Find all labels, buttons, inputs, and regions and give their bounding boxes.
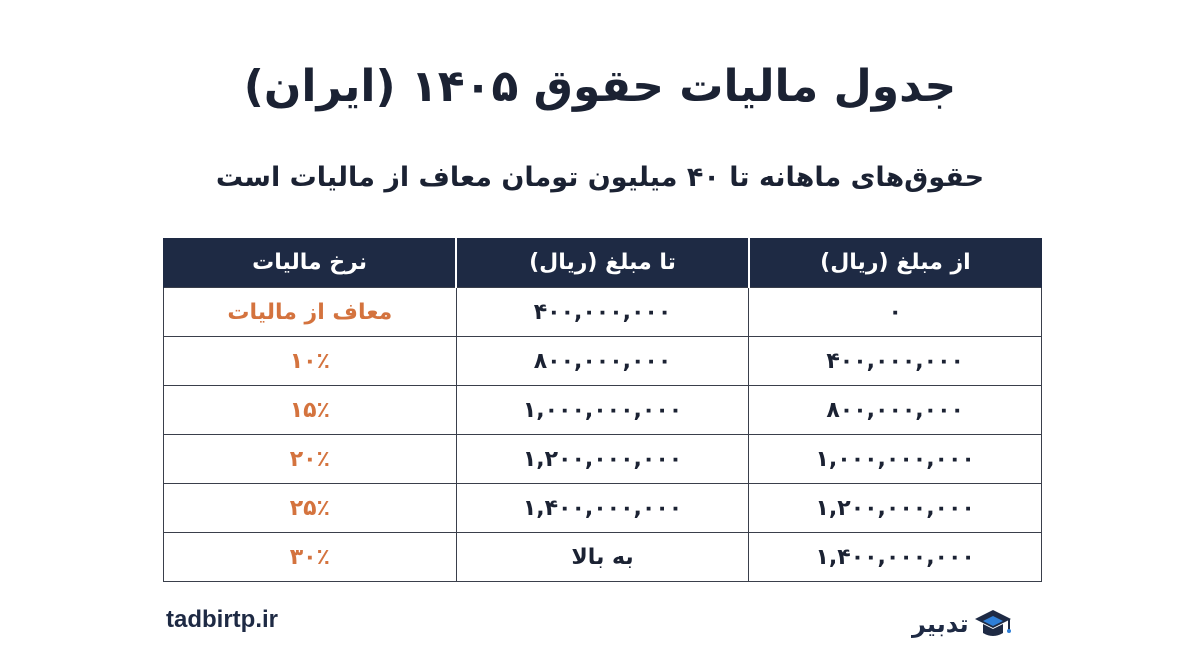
tax-table: از مبلغ (ریال) تا مبلغ (ریال) نرخ مالیات… [163, 238, 1042, 582]
table-row: ۱,۰۰۰,۰۰۰,۰۰۰ ۱,۲۰۰,۰۰۰,۰۰۰ ۲۰٪ [163, 434, 1042, 484]
from-amount-cell: ۴۰۰,۰۰۰,۰۰۰ [748, 336, 1042, 386]
page-subtitle: حقوق‌های ماهانه تا ۴۰ میلیون تومان معاف … [215, 162, 985, 193]
tax-rate-cell: ۱۵٪ [163, 385, 457, 435]
header-tax-rate: نرخ مالیات [163, 238, 458, 288]
table-header-row: از مبلغ (ریال) تا مبلغ (ریال) نرخ مالیات [163, 238, 1042, 288]
tax-rate-cell: معاف از مالیات [163, 287, 457, 337]
brand-logo: تدبیر [912, 600, 1042, 648]
table-row: ۱,۴۰۰,۰۰۰,۰۰۰ به بالا ۳۰٪ [163, 532, 1042, 582]
from-amount-cell: ۱,۲۰۰,۰۰۰,۰۰۰ [748, 483, 1042, 533]
tax-rate-cell: ۲۵٪ [163, 483, 457, 533]
header-to-amount: تا مبلغ (ریال) [455, 238, 750, 288]
to-amount-cell: ۱,۲۰۰,۰۰۰,۰۰۰ [455, 434, 750, 484]
to-amount-cell: ۸۰۰,۰۰۰,۰۰۰ [455, 336, 750, 386]
from-amount-cell: ۰ [748, 287, 1042, 337]
table-row: ۸۰۰,۰۰۰,۰۰۰ ۱,۰۰۰,۰۰۰,۰۰۰ ۱۵٪ [163, 385, 1042, 435]
logo-text: تدبیر [912, 610, 969, 638]
to-amount-cell: ۴۰۰,۰۰۰,۰۰۰ [455, 287, 750, 337]
header-from-amount: از مبلغ (ریال) [747, 238, 1042, 288]
tax-rate-cell: ۱۰٪ [163, 336, 457, 386]
website-link[interactable]: tadbirtp.ir [166, 606, 278, 633]
graduation-cap-icon [974, 610, 1011, 636]
from-amount-cell: ۱,۴۰۰,۰۰۰,۰۰۰ [748, 532, 1042, 582]
to-amount-cell: به بالا [455, 532, 750, 582]
from-amount-cell: ۸۰۰,۰۰۰,۰۰۰ [748, 385, 1042, 435]
table-row: ۰ ۴۰۰,۰۰۰,۰۰۰ معاف از مالیات [163, 287, 1042, 337]
to-amount-cell: ۱,۴۰۰,۰۰۰,۰۰۰ [455, 483, 750, 533]
from-amount-cell: ۱,۰۰۰,۰۰۰,۰۰۰ [748, 434, 1042, 484]
to-amount-cell: ۱,۰۰۰,۰۰۰,۰۰۰ [455, 385, 750, 435]
table-row: ۱,۲۰۰,۰۰۰,۰۰۰ ۱,۴۰۰,۰۰۰,۰۰۰ ۲۵٪ [163, 483, 1042, 533]
table-row: ۴۰۰,۰۰۰,۰۰۰ ۸۰۰,۰۰۰,۰۰۰ ۱۰٪ [163, 336, 1042, 386]
tax-rate-cell: ۲۰٪ [163, 434, 457, 484]
tax-rate-cell: ۳۰٪ [163, 532, 457, 582]
page-title: جدول مالیات حقوق ۱۴۰۵ (ایران) [243, 61, 957, 112]
